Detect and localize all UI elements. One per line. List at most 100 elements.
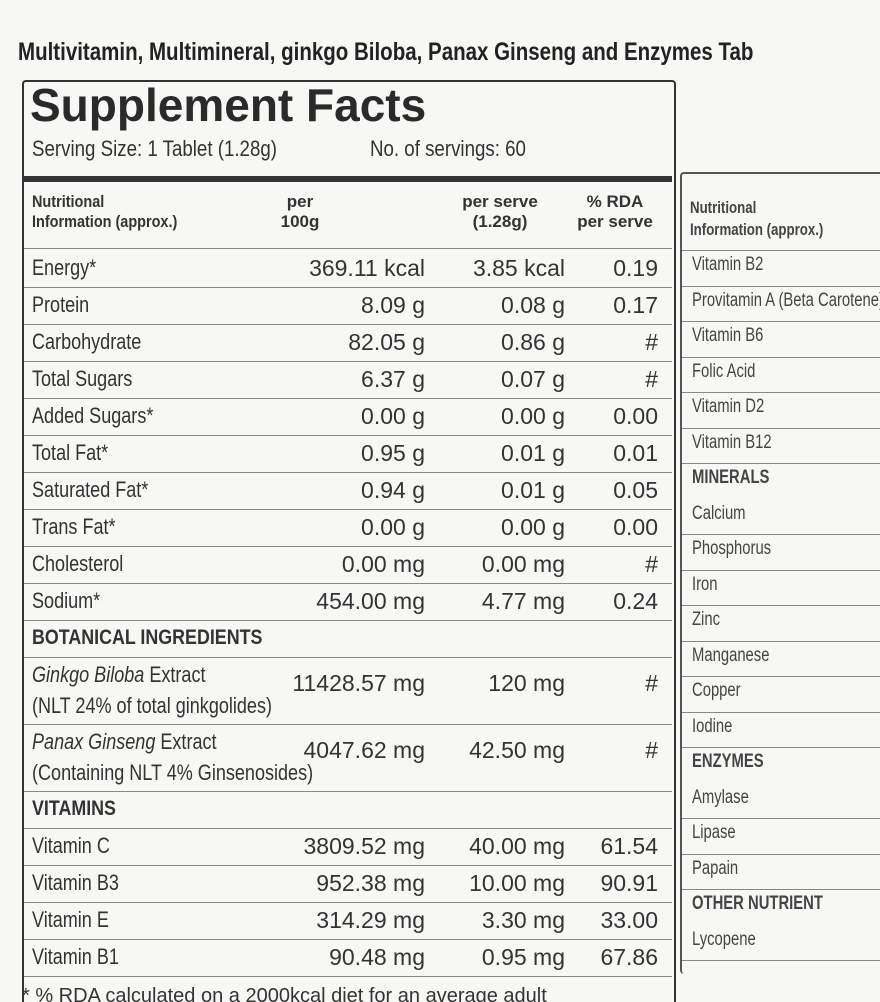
side-name: Iodine <box>692 715 733 737</box>
cell-value: 952.38 mg <box>316 870 425 896</box>
row-rule <box>682 427 880 429</box>
row-name: Trans Fat* <box>32 514 116 539</box>
cell-value: 82.05 g <box>348 329 425 355</box>
cell-value: 3.30 mg <box>481 907 565 933</box>
cell-value: 0.24 <box>613 588 658 614</box>
cell-value: 0.00 g <box>501 403 565 429</box>
row-name: Panax Ginseng Extract <box>32 729 217 755</box>
cell-value: 369.11 kcal <box>309 255 425 281</box>
cell-value: 454.00 mg <box>316 588 425 614</box>
row-rule <box>682 250 880 251</box>
column-header: per serve <box>462 192 538 211</box>
row-rule <box>24 791 672 792</box>
cell-value: 120 mg <box>488 670 565 696</box>
row-rule <box>24 902 672 903</box>
row-name: Vitamin B1 <box>32 944 119 969</box>
column-header: per serve <box>577 212 653 231</box>
row-rule <box>682 960 880 961</box>
row-rule <box>682 356 880 358</box>
side-section: ENZYMES <box>692 751 764 772</box>
cell-value: 0.01 <box>613 440 658 466</box>
cell-value: 4.77 mg <box>481 588 565 614</box>
row-rule <box>24 828 672 829</box>
footnote: * % RDA calculated on a 2000kcal diet fo… <box>22 985 547 1002</box>
cell-value: # <box>645 366 658 392</box>
side-header: Information (approx.) <box>690 220 824 239</box>
side-section: MINERALS <box>692 467 770 488</box>
side-name: Lipase <box>692 822 736 843</box>
section-heading: VITAMINS <box>32 797 116 820</box>
section-heading: BOTANICAL INGREDIENTS <box>32 626 263 649</box>
cell-value: 90.48 mg <box>329 944 425 970</box>
cell-value: 3809.52 mg <box>303 833 425 859</box>
row-rule <box>682 321 880 322</box>
column-header: Information (approx.) <box>32 212 178 231</box>
row-name: Vitamin E <box>32 907 109 932</box>
cell-value: 4047.62 mg <box>303 737 425 763</box>
thick-rule <box>24 176 672 182</box>
row-rule <box>682 463 880 464</box>
side-name: Vitamin B2 <box>692 254 764 275</box>
row-name: Protein <box>32 292 90 317</box>
row-rule <box>682 640 880 642</box>
side-name: Phosphorus <box>692 538 772 559</box>
cell-value: # <box>645 670 658 696</box>
side-name: Amylase <box>692 786 749 808</box>
cell-value: 10.00 mg <box>469 870 565 896</box>
cell-value: 314.29 mg <box>316 907 425 933</box>
row-name: Sodium* <box>32 588 101 613</box>
cell-value: 90.91 <box>600 870 658 896</box>
row-rule <box>24 361 672 362</box>
cell-value: 0.19 <box>613 255 658 281</box>
row-rule <box>682 285 880 287</box>
cell-value: 42.50 mg <box>469 737 565 763</box>
row-rule <box>24 435 672 436</box>
cell-value: 0.17 <box>613 292 658 318</box>
row-rule <box>682 392 880 393</box>
row-rule <box>682 676 880 677</box>
side-name: Copper <box>692 680 741 701</box>
row-rule <box>24 287 672 288</box>
cell-value: 0.08 g <box>501 292 565 318</box>
row-name: Vitamin B3 <box>32 870 119 895</box>
cell-value: 0.00 g <box>361 514 425 540</box>
row-name: Energy* <box>32 255 97 280</box>
side-name: Folic Acid <box>692 360 756 382</box>
cell-value: 0.00 mg <box>481 551 565 577</box>
row-rule <box>682 747 880 748</box>
row-name: Total Sugars <box>32 366 133 391</box>
row-name: Cholesterol <box>32 551 124 576</box>
row-rule <box>24 398 672 399</box>
row-name: Carbohydrate <box>32 329 142 354</box>
side-name: Vitamin D2 <box>692 396 765 417</box>
side-box <box>680 172 880 974</box>
serving-size: Serving Size: 1 Tablet (1.28g) <box>32 136 277 161</box>
cell-value: 8.09 g <box>361 292 425 318</box>
cell-value: 0.00 <box>613 403 658 429</box>
row-rule <box>24 509 672 510</box>
cell-value: # <box>645 737 658 763</box>
row-name: Saturated Fat* <box>32 477 149 502</box>
row-rule <box>24 583 672 584</box>
cell-value: # <box>645 329 658 355</box>
latin-name: Panax Ginseng <box>32 729 156 754</box>
cell-value: 0.86 g <box>501 329 565 355</box>
side-name: Papain <box>692 857 739 879</box>
row-rule <box>682 889 880 890</box>
cell-value: 0.00 mg <box>341 551 425 577</box>
side-name: Calcium <box>692 502 746 524</box>
side-name: Provitamin A (Beta Carotene) <box>692 289 880 311</box>
subtitle: Multivitamin, Multimineral, ginkgo Bilob… <box>18 38 754 66</box>
cell-value: 6.37 g <box>361 366 425 392</box>
row-rule <box>24 657 672 658</box>
cell-value: 0.94 g <box>361 477 425 503</box>
column-header: 100g <box>280 212 320 231</box>
row-note: (Containing NLT 4% Ginsenosides) <box>32 760 314 785</box>
side-header: Nutritional <box>690 198 757 217</box>
row-rule <box>682 605 880 606</box>
row-rule <box>24 724 672 725</box>
row-name: Vitamin C <box>32 833 110 858</box>
latin-name: Ginkgo Biloba <box>32 662 145 687</box>
cell-value: 0.07 g <box>501 366 565 392</box>
cell-value: 0.95 g <box>361 440 425 466</box>
